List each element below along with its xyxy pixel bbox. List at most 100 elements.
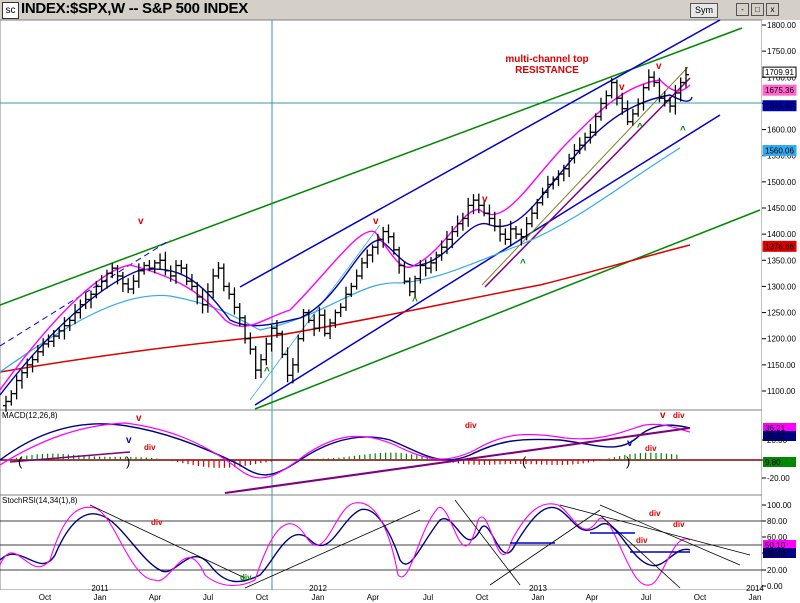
x-month-label: Apr [149, 593, 162, 602]
maximize-button[interactable]: □ [751, 3, 764, 16]
x-year-label: 2013 [529, 584, 547, 593]
x-month-label: Oct [476, 593, 489, 602]
bottom-marker-caret: ^ [264, 366, 270, 377]
top-marker-v: v [373, 216, 379, 227]
resistance-note-line2: RESISTANCE [515, 65, 579, 76]
y-tick-label: 1250.00 [767, 309, 796, 318]
macd-bracket-close: ) [126, 454, 130, 469]
top-marker-v: v [482, 194, 488, 205]
x-month-label: Oct [694, 593, 707, 602]
stochrsi-div-label: div [240, 573, 252, 582]
macd-signal-line [0, 422, 691, 479]
x-month-label: Oct [256, 593, 269, 602]
y-tick-label: 1550.00 [767, 152, 796, 161]
x-month-label: Apr [586, 593, 599, 602]
minimize-button[interactable]: - [736, 3, 749, 16]
price-label-boxes: 1709.91 1675.36 1645.60 1560.06 1376.66 [762, 66, 797, 252]
y-axis-strip [762, 20, 800, 590]
y-tick-label: 1350.00 [767, 256, 796, 265]
macd-histogram [10, 452, 678, 468]
macd-value-box: 9.80 [763, 457, 796, 467]
x-month-label: Oct [39, 593, 52, 602]
stochrsi-trendline [454, 499, 521, 586]
macd-value-box: 36.21 [763, 423, 796, 433]
svg-text:50.10: 50.10 [765, 541, 786, 550]
y-tick-label: 1150.00 [767, 361, 796, 370]
macd-bracket-close: ) [626, 454, 630, 469]
x-month-label: Jan [312, 593, 325, 602]
stochrsi-panel [0, 494, 763, 591]
stochrsi-div-label: div [649, 509, 661, 518]
svg-text:36.40: 36.40 [765, 549, 786, 558]
macd-div-label: div [144, 443, 156, 452]
price-value-box: 1376.66 [762, 240, 797, 252]
macd-blue-marker-v: v [126, 435, 132, 446]
ma-red-line [0, 244, 691, 373]
bottom-marker-caret: ^ [637, 122, 643, 133]
stochrsi-trendline [599, 504, 741, 566]
x-month-label: Jul [423, 593, 433, 602]
y-tick-label: 0.00 [767, 582, 783, 591]
green-channel-lower [254, 209, 761, 410]
stochrsi-title: StochRSI(14,34(1),8) [2, 496, 78, 505]
stochrsi-trendline [489, 509, 601, 586]
macd-div-label: div [645, 444, 657, 453]
title-bar: sc INDEX:$SPX,W -- S&P 500 INDEX Sym - □… [0, 0, 800, 21]
y-tick-label: 60.00 [767, 533, 788, 542]
stochrsi-value-box: 50.10 [763, 540, 796, 550]
y-tick-label: 20.00 [767, 566, 788, 575]
x-month-label: Apr [367, 593, 380, 602]
blue-channel-upper [239, 19, 721, 288]
close-button[interactable]: x [766, 3, 779, 16]
chart-title: INDEX:$SPX,W -- S&P 500 INDEX [21, 0, 248, 17]
blue-dashed-trendline [0, 239, 171, 347]
macd-div-label: div [465, 421, 477, 430]
macd-trendline-left [9, 451, 131, 463]
svg-text:1675.36: 1675.36 [765, 86, 794, 95]
stochrsi-d-line [0, 502, 691, 586]
price-value-box: 1560.06 [762, 144, 797, 156]
purple-trendline [484, 77, 691, 288]
x-axis-strip [0, 590, 800, 603]
macd-top-marker-v: v [136, 413, 142, 424]
y-tick-label: 1500.00 [767, 178, 796, 187]
x-month-label: Jul [641, 593, 651, 602]
stochrsi-trendline [244, 509, 421, 589]
app-logo-icon: sc [2, 2, 19, 19]
y-tick-label: 1700.00 [767, 73, 796, 82]
sym-button[interactable]: Sym [690, 3, 718, 18]
macd-top-marker-v: v [660, 410, 666, 421]
price-candles [3, 67, 689, 412]
x-month-label: Jan [532, 593, 545, 602]
resistance-note-line1: multi-channel top [505, 54, 588, 65]
macd-bracket-open: ( [18, 454, 23, 469]
x-year-label: 2012 [309, 584, 327, 593]
stochrsi-value-box: 36.40 [763, 548, 796, 558]
svg-text:26.42: 26.42 [765, 432, 786, 441]
ma-magenta-line [0, 79, 691, 391]
y-tick-label: -20.00 [767, 474, 790, 483]
stochrsi-div-label: div [636, 536, 648, 545]
y-tick-label: 1400.00 [767, 230, 796, 239]
price-value-box: 1675.36 [762, 84, 797, 96]
macd-div-label: div [673, 411, 685, 420]
macd-line [0, 423, 691, 476]
top-marker-v: v [138, 216, 144, 227]
svg-text:1560.06: 1560.06 [765, 146, 794, 155]
svg-text:1376.66: 1376.66 [765, 242, 794, 251]
macd-trendline [224, 427, 691, 494]
y-tick-label: 100.00 [767, 501, 792, 510]
svg-text:1709.91: 1709.91 [765, 68, 794, 77]
y-tick-label: 1450.00 [767, 204, 796, 213]
y-tick-label: 1800.00 [767, 21, 796, 30]
x-month-label: Jul [203, 593, 213, 602]
svg-text:1645.60: 1645.60 [765, 102, 794, 111]
candle [683, 67, 689, 88]
stochrsi-trendline [559, 504, 751, 556]
stochrsi-div-label: div [151, 518, 163, 527]
svg-text:36.21: 36.21 [765, 424, 786, 433]
